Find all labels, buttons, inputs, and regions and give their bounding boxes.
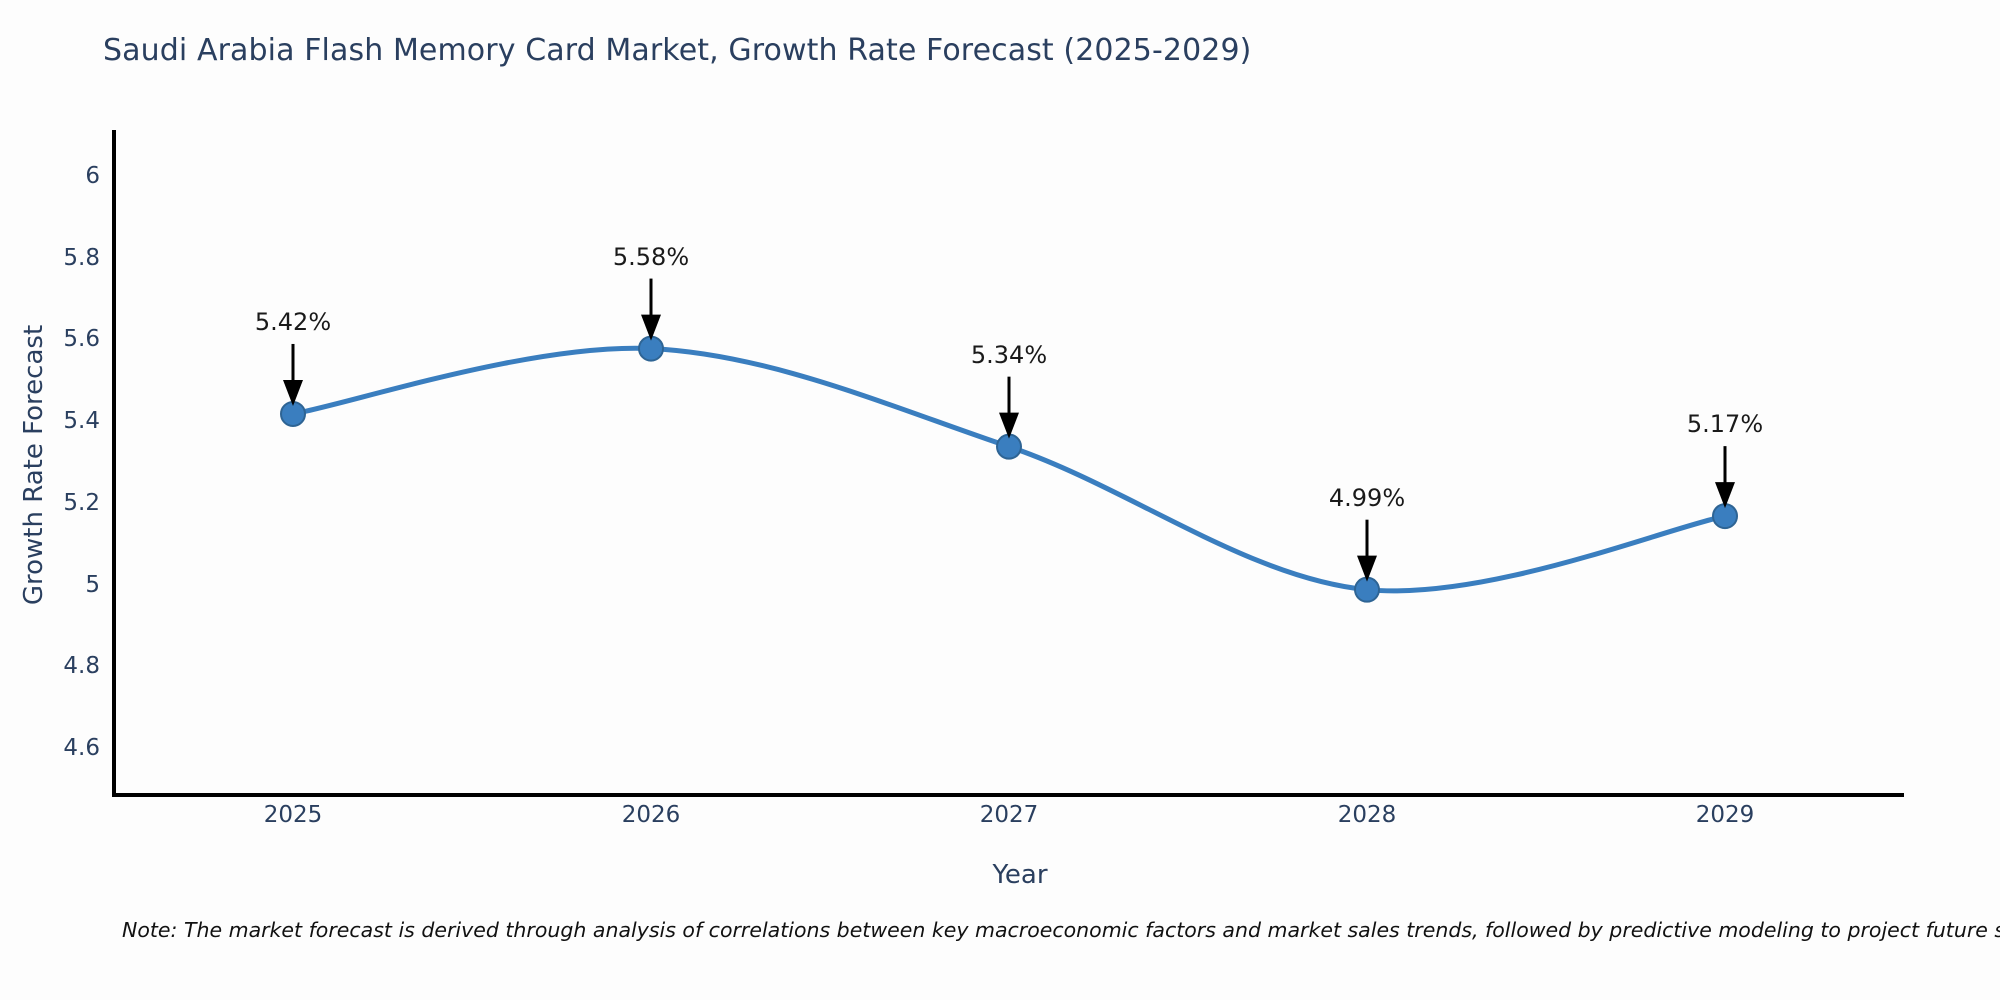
arrow-down-icon [283,379,303,406]
y-axis-tick-label: 4.8 [63,653,100,680]
data-point-markers [280,335,1738,603]
arrow-down-icon [1715,482,1735,509]
x-axis-tick-label: 2027 [979,802,1039,828]
y-axis-tick-label: 4.6 [63,735,100,762]
y-axis-tick-label: 6 [85,162,100,189]
data-point-label: 5.34% [970,340,1048,369]
y-axis-tick-label: 5.2 [63,489,100,516]
data-point-label: 5.17% [1686,410,1764,439]
x-axis-tick-label: 2026 [621,802,681,828]
arrow-down-icon [999,412,1019,439]
plot-area [114,132,1904,794]
data-point-label: 4.99% [1328,483,1406,512]
x-axis-tick-labels: 2025 2026 2027 2028 2029 [114,802,1904,842]
x-axis-title: Year [0,860,2000,890]
arrow-down-icon [641,314,661,341]
data-point-label: 5.58% [612,242,690,271]
annotation-arrows [283,278,1735,582]
x-axis-tick-label: 2029 [1695,802,1755,828]
x-axis-tick-label: 2028 [1337,802,1397,828]
y-axis-tick-labels: 6 5.8 5.6 5.4 5.2 5 4.8 4.6 [0,132,100,794]
chart-title: Saudi Arabia Flash Memory Card Market, G… [103,33,1252,68]
chart-footnote: Note: The market forecast is derived thr… [122,918,2000,942]
y-axis-tick-label: 5.4 [63,408,100,435]
data-point-label: 5.42% [254,307,332,336]
y-axis-tick-label: 5.8 [63,244,100,271]
x-axis-tick-label: 2025 [263,802,323,828]
y-axis-tick-label: 5.6 [63,326,100,353]
y-axis-tick-label: 5 [85,571,100,598]
x-axis-title-text: Year [992,860,1048,890]
arrow-down-icon [1357,555,1377,582]
chart-canvas [280,278,1738,603]
